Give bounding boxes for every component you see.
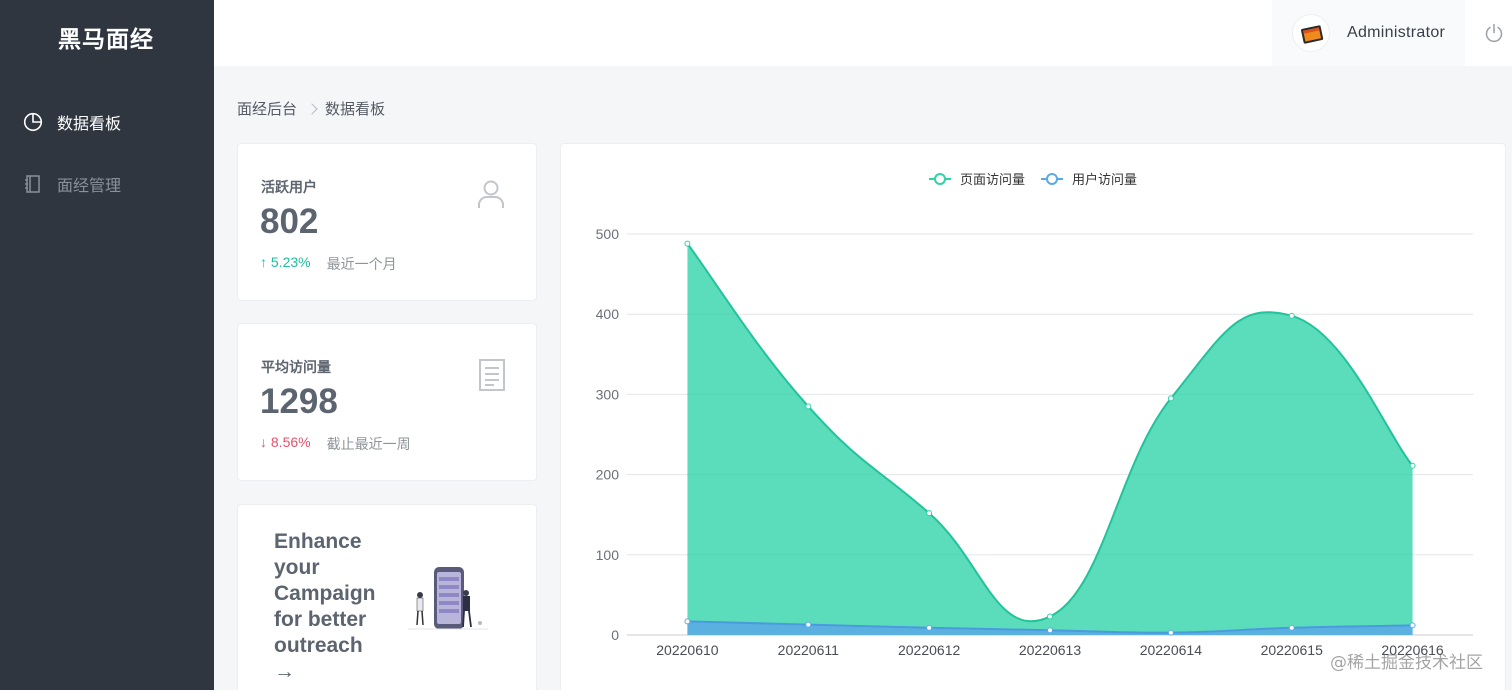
data-point	[684, 240, 691, 247]
stat-card-average-visits: 平均访问量 1298 ↓ 8.56% 截止最近一周	[237, 323, 537, 481]
x-tick-label: 20220614	[1140, 642, 1203, 658]
legend-label: 用户访问量	[1072, 172, 1137, 188]
stat-value: 802	[260, 202, 319, 241]
breadcrumb-root[interactable]: 面经后台	[237, 100, 298, 118]
promo-line: Campaign	[274, 582, 376, 605]
app-logo: 黑马面经	[58, 27, 154, 53]
y-tick-label: 400	[596, 306, 620, 322]
x-tick-label: 20220611	[778, 642, 839, 658]
x-tick-label: 20220612	[898, 642, 961, 658]
data-point	[805, 403, 812, 410]
chevron-right-icon	[306, 102, 318, 115]
promo-line: Enhance	[274, 530, 362, 553]
sidebar-item-interview-management[interactable]: 面经管理	[0, 161, 214, 207]
sidebar-item-label: 数据看板	[57, 114, 122, 133]
sidebar: 黑马面经 数据看板 面经管理	[0, 0, 214, 690]
stat-value: 1298	[260, 382, 338, 421]
data-point	[1288, 312, 1295, 319]
x-tick-label: 20220616	[1381, 642, 1444, 658]
data-point	[926, 624, 933, 631]
data-point	[1288, 624, 1295, 631]
promo-card[interactable]: Enhance your Campaign for better outreac…	[237, 504, 537, 690]
data-point	[1047, 627, 1053, 634]
trend-down-value: ↓ 8.56%	[260, 434, 311, 450]
user-menu[interactable]: Administrator	[1272, 0, 1465, 66]
trend-up-value: ↑ 5.23%	[260, 254, 311, 270]
chart-y-axis: 0 100 200 300 400 500	[596, 226, 620, 643]
x-tick-label: 20220610	[656, 642, 719, 658]
stat-title: 活跃用户	[261, 180, 317, 196]
chart-legend: 页面访问量 用户访问量	[929, 172, 1137, 188]
logout-button[interactable]	[1468, 0, 1512, 66]
data-point	[805, 621, 812, 628]
stat-title: 平均访问量	[261, 360, 331, 376]
pie-chart-icon	[23, 112, 43, 132]
promo-line: your	[274, 556, 320, 579]
y-tick-label: 100	[596, 547, 620, 563]
sidebar-item-dashboard[interactable]: 数据看板	[0, 99, 214, 145]
y-tick-label: 0	[611, 627, 619, 643]
document-icon	[479, 359, 505, 391]
stat-trend: ↑ 5.23% 最近一个月	[260, 254, 397, 274]
breadcrumb-current: 数据看板	[325, 100, 386, 118]
stat-trend: ↓ 8.56% 截止最近一周	[260, 434, 411, 454]
chart-x-axis: 20220610 20220611 20220612 20220613 20220614…	[656, 642, 1444, 658]
stat-card-active-users: 活跃用户 802 ↑ 5.23% 最近一个月	[237, 143, 537, 301]
series-area	[687, 621, 1413, 635]
chart-series	[686, 243, 1414, 635]
data-point	[1167, 395, 1174, 402]
visits-chart-panel: 页面访问量 用户访问量 20220610 20220611 20220612 20220…	[560, 143, 1506, 690]
y-tick-label: 300	[596, 386, 620, 402]
avatar-image-icon	[1301, 25, 1324, 44]
x-tick-label: 20220615	[1261, 642, 1324, 658]
trend-description: 截止最近一周	[326, 437, 411, 453]
breadcrumb: 面经后台 数据看板	[237, 98, 385, 119]
power-icon	[1485, 23, 1503, 43]
notebook-icon	[25, 175, 40, 193]
data-point	[1167, 629, 1174, 636]
legend-label: 页面访问量	[960, 173, 1025, 188]
sidebar-item-label: 面经管理	[57, 176, 122, 195]
chart-points	[684, 240, 1416, 636]
visits-area-chart: 页面访问量 用户访问量 20220610 20220611 20220612 20220…	[596, 172, 1473, 658]
promo-arrow[interactable]: →	[274, 660, 295, 683]
data-point	[1409, 462, 1416, 469]
promo-text: Enhance your Campaign for better outreac…	[274, 529, 394, 685]
data-point	[684, 618, 691, 625]
avatar[interactable]	[1292, 14, 1330, 52]
promo-line: for better	[274, 608, 367, 631]
data-point	[1409, 622, 1416, 629]
legend-marker	[1046, 173, 1058, 185]
legend-marker	[934, 173, 946, 185]
trend-description: 最近一个月	[326, 257, 397, 273]
promo-line: outreach	[274, 634, 363, 657]
data-point	[1047, 613, 1053, 620]
username: Administrator	[1347, 24, 1446, 41]
y-tick-label: 200	[596, 467, 620, 483]
user-icon	[478, 180, 504, 208]
series-area	[687, 243, 1413, 635]
phone-illustration-icon	[408, 567, 488, 630]
watermark: @稀土掘金技术社区	[1330, 653, 1483, 673]
x-tick-label: 20220613	[1019, 642, 1082, 658]
data-point	[926, 510, 933, 517]
y-tick-label: 500	[596, 226, 620, 242]
